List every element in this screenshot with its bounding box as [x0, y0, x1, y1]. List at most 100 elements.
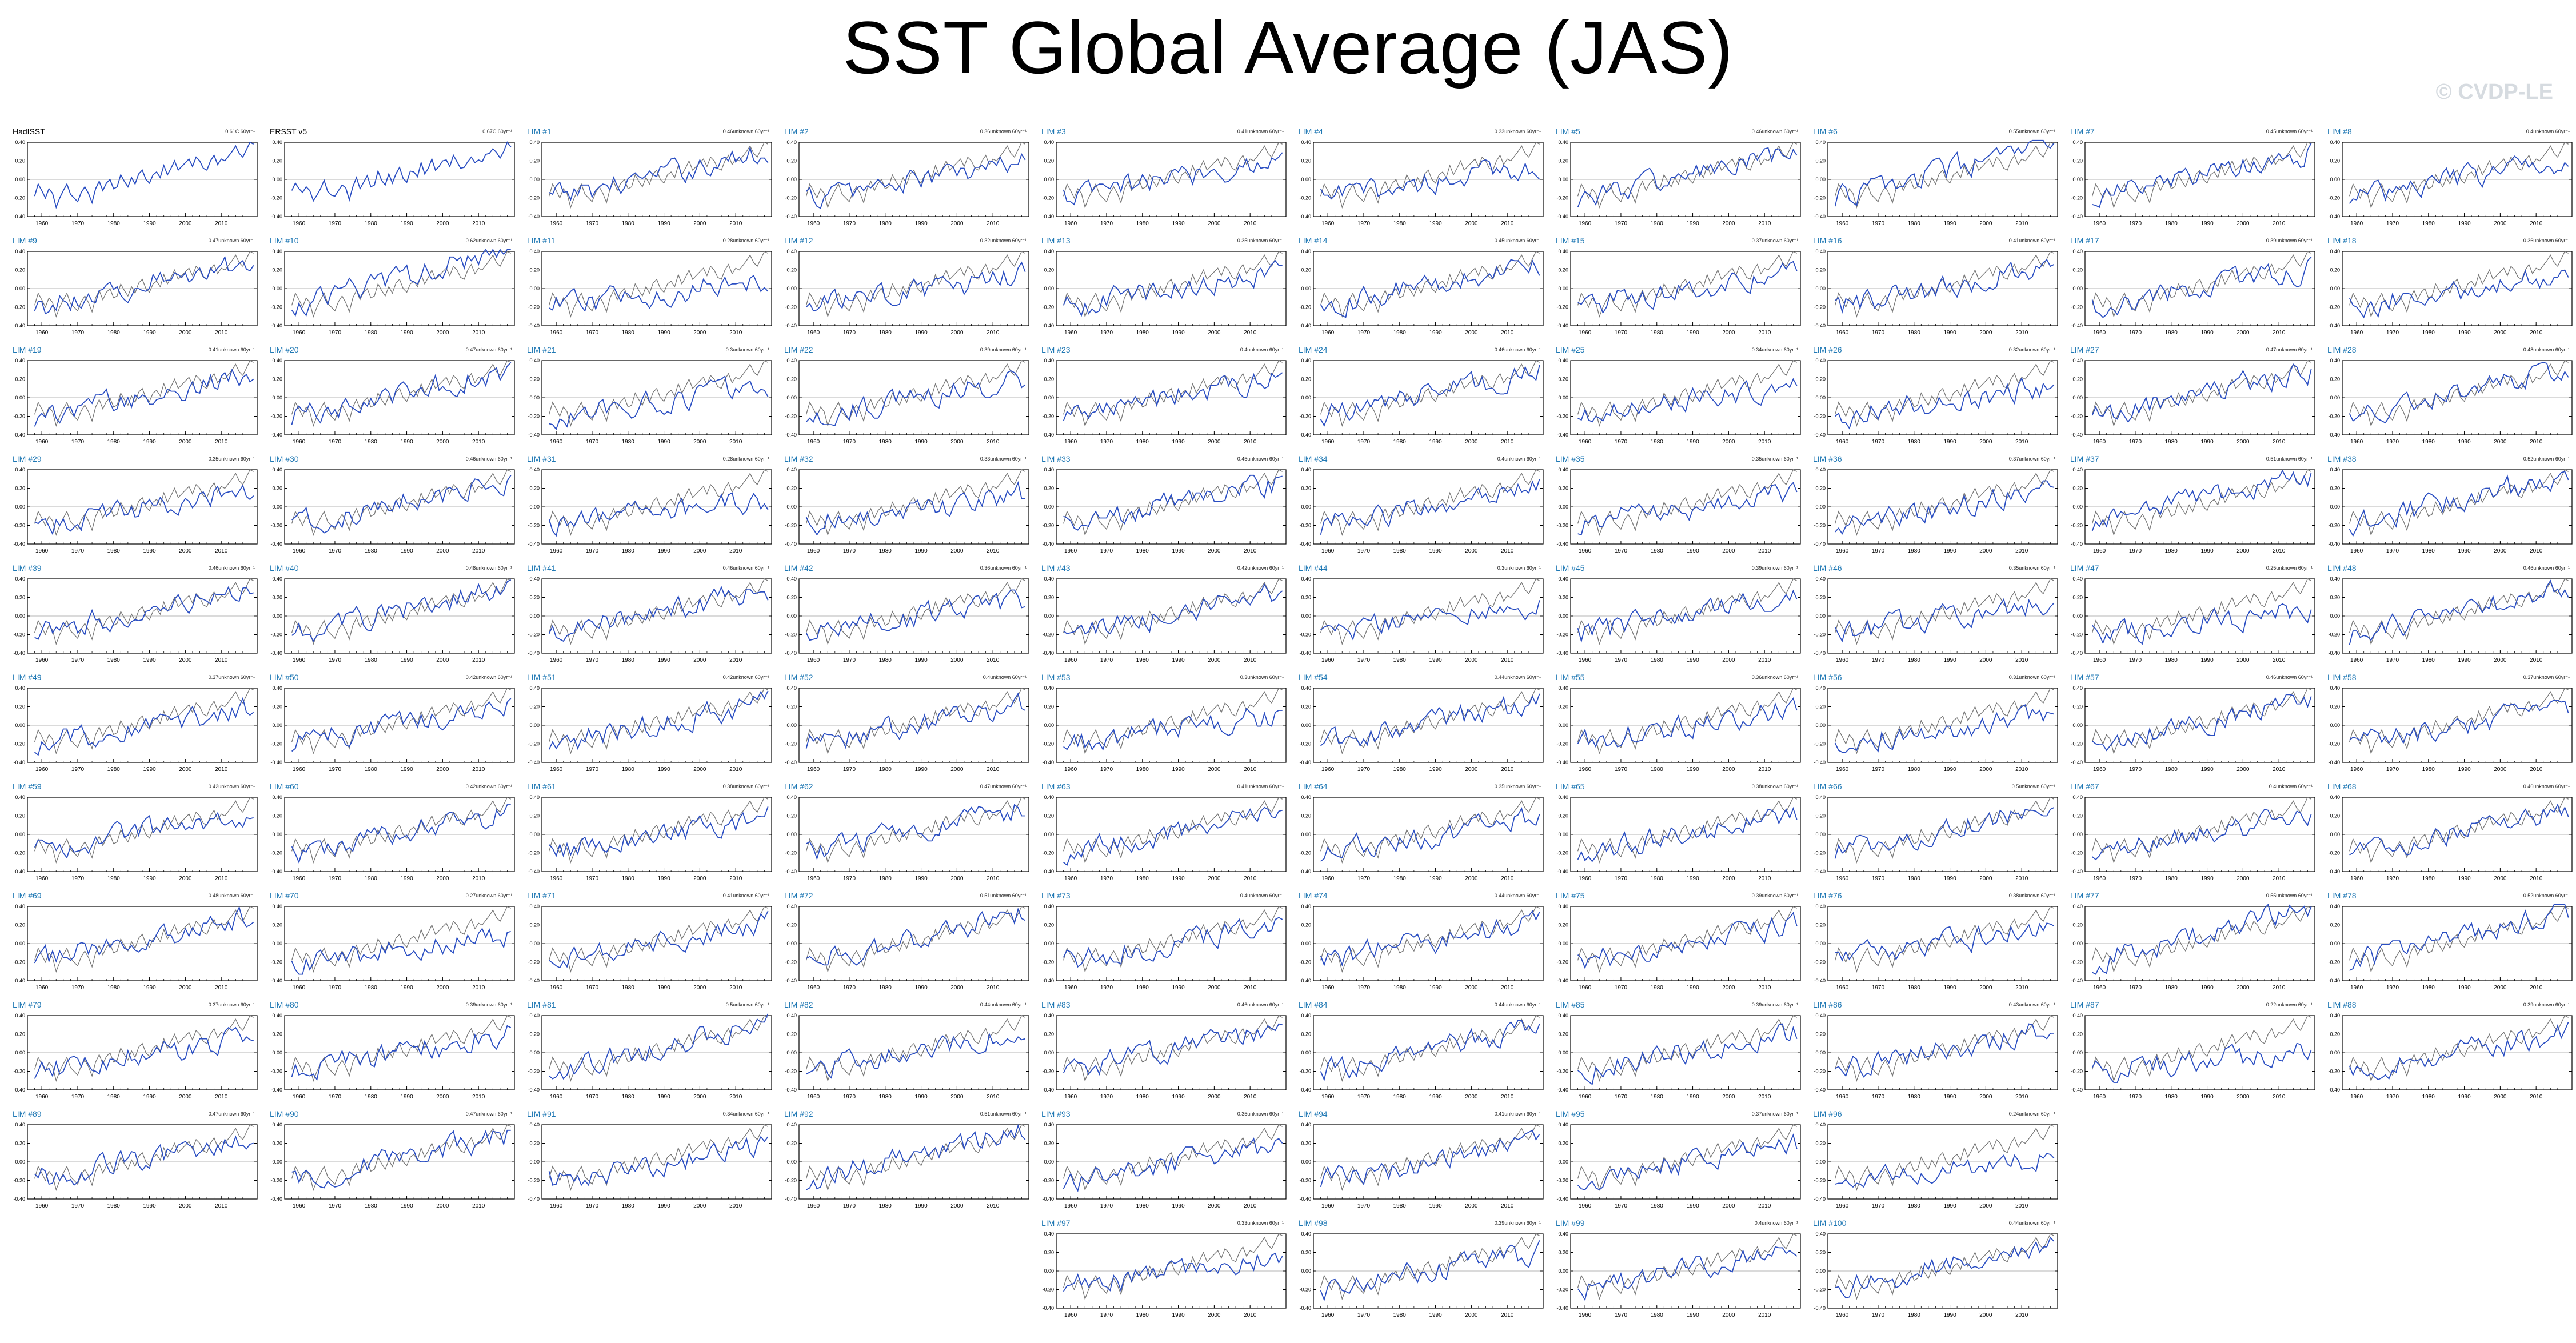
x-tick-label: 1960 [550, 766, 563, 773]
y-tick-label: -0.20 [1042, 305, 1054, 310]
x-tick-label: 1990 [400, 221, 413, 227]
observed-series-line [805, 360, 1026, 427]
x-tick-label: 2000 [950, 876, 964, 882]
x-tick-label: 1980 [622, 766, 635, 773]
member-series-line [1834, 807, 2055, 859]
member-series-line [1063, 152, 1283, 206]
chart-panel: LIM #49 0.37unknown 60yr⁻¹ 0.40 0.20 0.00 -0.… [10, 669, 262, 777]
y-tick-label: -0.20 [528, 195, 540, 201]
chart-panel: LIM #66 0.5unknown 60yr⁻¹ 0.40 0.20 0.00 -0.2… [1811, 778, 2062, 886]
x-tick-label: 1960 [1064, 221, 1077, 227]
x-tick-label: 1970 [843, 548, 856, 554]
x-tick-label: 1960 [807, 876, 820, 882]
x-tick-label: 2010 [987, 985, 1000, 991]
trend-label: 0.46unknown 60yr⁻¹ [2523, 784, 2570, 789]
y-tick-label: -0.20 [2328, 632, 2340, 638]
y-tick-label: 0.20 [272, 813, 282, 819]
x-tick-label: 1960 [550, 439, 563, 445]
x-tick-label: 1960 [807, 548, 820, 554]
x-tick-label: 1980 [879, 876, 892, 882]
y-tick-label: -0.20 [13, 414, 25, 419]
x-tick-label: 1980 [879, 439, 892, 445]
x-tick-label: 2010 [472, 221, 485, 227]
x-tick-label: 1980 [622, 330, 635, 336]
chart-panel: LIM #8 0.4unknown 60yr⁻¹ 0.40 0.20 0.00 -0.20… [2325, 123, 2576, 231]
observed-series-line [805, 906, 1026, 973]
x-tick-label: 1990 [914, 221, 928, 227]
x-tick-label: 1970 [1615, 221, 1628, 227]
y-tick-label: 0.00 [1301, 395, 1311, 401]
x-tick-label: 1970 [1100, 439, 1113, 445]
x-tick-label: 2000 [1722, 657, 1735, 663]
x-tick-label: 2000 [2494, 221, 2507, 227]
x-tick-label: 1980 [2165, 330, 2178, 336]
observed-series-line [1320, 578, 1540, 645]
y-tick-label: 0.40 [272, 249, 282, 254]
chart-panel: LIM #12 0.32unknown 60yr⁻¹ 0.40 0.20 0.00 -0.… [782, 232, 1033, 341]
member-series-line [1320, 693, 1540, 747]
panel-label: LIM #74 [1299, 891, 1328, 900]
y-tick-label: -0.20 [270, 741, 282, 747]
y-tick-label: 0.00 [272, 395, 282, 401]
y-tick-label: -0.40 [13, 869, 25, 874]
x-tick-label: 1990 [1172, 766, 1185, 773]
x-tick-label: 1960 [1579, 221, 1592, 227]
panel-plot: LIM #20 0.47unknown 60yr⁻¹ 0.40 0.20 0.00 -0.… [270, 345, 515, 445]
y-tick-label: 0.40 [1558, 794, 1568, 800]
x-tick-label: 1970 [1615, 330, 1628, 336]
y-tick-label: -0.40 [1556, 323, 1568, 329]
y-tick-label: -0.40 [1042, 650, 1054, 656]
member-series-line [34, 586, 254, 640]
y-tick-label: -0.20 [785, 195, 797, 201]
panel-label: LIM #44 [1299, 563, 1328, 573]
x-tick-label: 1980 [622, 548, 635, 554]
panel-plot: LIM #10 0.62unknown 60yr⁻¹ 0.40 0.20 0.00 -0.… [270, 236, 515, 336]
panel-label: LIM #33 [1041, 454, 1071, 463]
y-tick-label: 0.00 [1301, 504, 1311, 510]
x-tick-label: 2000 [436, 657, 449, 663]
y-tick-label: -0.20 [1556, 632, 1568, 638]
member-series-line [1063, 474, 1283, 531]
x-tick-label: 1990 [1172, 985, 1185, 991]
y-tick-label: 0.20 [529, 922, 540, 928]
y-tick-label: -0.20 [1299, 414, 1311, 419]
chart-panel: LIM #72 0.51unknown 60yr⁻¹ 0.40 0.20 0.00 -0.… [782, 887, 1033, 996]
trend-label: 0.39unknown 60yr⁻¹ [980, 347, 1027, 353]
x-tick-label: 1980 [2165, 876, 2178, 882]
x-tick-label: 2000 [693, 330, 706, 336]
member-series-line [1577, 589, 1798, 643]
observed-series-line [548, 360, 769, 427]
x-tick-label: 1980 [2422, 439, 2435, 445]
x-tick-label: 2000 [2236, 548, 2250, 554]
y-tick-label: 0.00 [1558, 613, 1568, 619]
y-tick-label: 0.40 [1301, 467, 1311, 473]
x-tick-label: 1960 [1836, 330, 1849, 336]
x-tick-label: 1990 [1172, 221, 1185, 227]
x-tick-label: 2010 [2015, 548, 2028, 554]
y-tick-label: 0.00 [1815, 504, 1826, 510]
x-tick-label: 1960 [293, 330, 306, 336]
y-tick-label: -0.40 [1556, 650, 1568, 656]
y-tick-label: 0.00 [786, 286, 797, 291]
y-tick-label: 0.40 [2330, 576, 2340, 582]
y-tick-label: 0.00 [1815, 722, 1826, 728]
y-tick-label: 0.20 [529, 595, 540, 601]
x-tick-label: 2010 [1501, 548, 1514, 554]
x-tick-label: 2000 [693, 766, 706, 773]
y-tick-label: -0.20 [2071, 195, 2083, 201]
trend-label: 0.46unknown 60yr⁻¹ [1752, 129, 1798, 134]
y-tick-label: 0.40 [272, 904, 282, 909]
x-tick-label: 1970 [1615, 657, 1628, 663]
y-tick-label: -0.20 [13, 850, 25, 856]
x-tick-label: 2000 [1208, 221, 1221, 227]
chart-panel: LIM #1 0.46unknown 60yr⁻¹ 0.40 0.20 0.00 -0.2… [525, 123, 776, 231]
y-tick-label: 0.20 [2072, 704, 2083, 710]
trend-label: 0.62unknown 60yr⁻¹ [466, 238, 512, 243]
x-tick-label: 1970 [2129, 548, 2142, 554]
y-tick-label: -0.20 [1556, 305, 1568, 310]
y-tick-label: 0.20 [1301, 377, 1311, 382]
y-tick-label: -0.20 [1814, 632, 1826, 638]
y-tick-label: 0.20 [1301, 813, 1311, 819]
trend-label: 0.41unknown 60yr⁻¹ [2009, 238, 2055, 243]
y-tick-label: -0.20 [1299, 850, 1311, 856]
